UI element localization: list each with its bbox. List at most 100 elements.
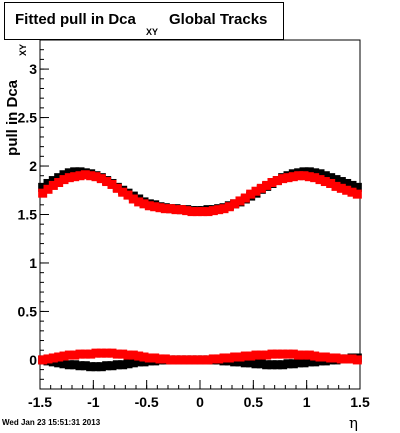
- data-point: [70, 167, 80, 177]
- data-point: [107, 348, 117, 358]
- data-point: [160, 204, 170, 214]
- data-point: [54, 352, 64, 362]
- data-point: [246, 351, 256, 361]
- data-point: [59, 175, 69, 185]
- data-point: [91, 348, 101, 358]
- data-point: [336, 354, 346, 364]
- data-point: [331, 175, 341, 185]
- data-point: [64, 168, 74, 178]
- data-point: [283, 359, 293, 369]
- data-point: [187, 207, 197, 217]
- data-point: [91, 362, 101, 372]
- data-point: [38, 355, 48, 365]
- data-point: [112, 183, 122, 193]
- data-point: [336, 183, 346, 193]
- data-point: [64, 173, 74, 183]
- data-point: [230, 199, 240, 209]
- data-point: [288, 359, 298, 369]
- data-point: [256, 350, 266, 360]
- data-point: [118, 349, 128, 359]
- data-point: [59, 170, 69, 180]
- data-point: [70, 360, 80, 370]
- data-point: [267, 178, 277, 188]
- data-point: [347, 354, 357, 364]
- data-point: [48, 180, 58, 190]
- data-point: [230, 352, 240, 362]
- data-point: [283, 173, 293, 183]
- data-point: [278, 349, 288, 359]
- data-point: [182, 206, 192, 216]
- data-point: [134, 351, 144, 361]
- data-point: [347, 180, 357, 190]
- chart-title-subscript: XY: [146, 27, 159, 37]
- data-point: [96, 362, 106, 372]
- data-point: [139, 352, 149, 362]
- data-point: [107, 361, 117, 371]
- x-tick-label: 0: [196, 394, 204, 410]
- data-point: [64, 350, 74, 360]
- data-point: [304, 167, 314, 177]
- y-tick-label: 2.5: [18, 110, 38, 126]
- data-point: [256, 183, 266, 193]
- data-point: [118, 360, 128, 370]
- data-point: [267, 360, 277, 370]
- data-point: [331, 353, 341, 363]
- data-point: [304, 172, 314, 182]
- data-point: [347, 187, 357, 197]
- data-point: [139, 199, 149, 209]
- data-point: [128, 194, 138, 204]
- data-point: [219, 353, 229, 363]
- data-point: [256, 359, 266, 369]
- data-point: [75, 361, 85, 371]
- data-point: [320, 171, 330, 181]
- data-point: [198, 207, 208, 217]
- data-point: [278, 174, 288, 184]
- data-point: [315, 352, 325, 362]
- data-point: [54, 178, 64, 188]
- chart-title: Fitted pull in Dca: [15, 11, 136, 28]
- data-point: [123, 350, 133, 360]
- data-point: [86, 349, 96, 359]
- data-point: [294, 350, 304, 360]
- data-point: [123, 359, 133, 369]
- data-point: [320, 352, 330, 362]
- data-point: [59, 359, 69, 369]
- data-point: [235, 352, 245, 362]
- data-point: [171, 355, 181, 365]
- data-point: [102, 361, 112, 371]
- data-point: [192, 355, 202, 365]
- y-tick-label: 1: [29, 255, 37, 271]
- data-point: [315, 169, 325, 179]
- data-point: [128, 350, 138, 360]
- data-point: [48, 353, 58, 363]
- data-point: [48, 176, 58, 186]
- data-point: [342, 354, 352, 364]
- data-point: [43, 354, 53, 364]
- data-point: [304, 350, 314, 360]
- y-tick-label: 2: [29, 158, 37, 174]
- data-point: [80, 361, 90, 371]
- data-point: [310, 168, 320, 178]
- data-point: [182, 355, 192, 365]
- data-point: [91, 172, 101, 182]
- data-point: [134, 197, 144, 207]
- data-point: [59, 351, 69, 361]
- data-point: [198, 355, 208, 365]
- title-box: Fitted pull in Dca XY Global Tracks: [4, 2, 284, 40]
- data-point: [102, 348, 112, 358]
- y-tick-label: 1.5: [18, 207, 38, 223]
- y-axis-label-subscript: XY: [18, 44, 28, 56]
- data-point: [187, 355, 197, 365]
- data-point: [246, 358, 256, 368]
- data-point: [176, 205, 186, 215]
- data-point: [262, 180, 272, 190]
- data-point: [166, 204, 176, 214]
- data-point: [155, 354, 165, 364]
- data-point: [299, 350, 309, 360]
- data-point: [160, 354, 170, 364]
- data-point: [251, 350, 261, 360]
- data-point: [272, 349, 282, 359]
- data-point: [64, 360, 74, 370]
- data-point: [299, 358, 309, 368]
